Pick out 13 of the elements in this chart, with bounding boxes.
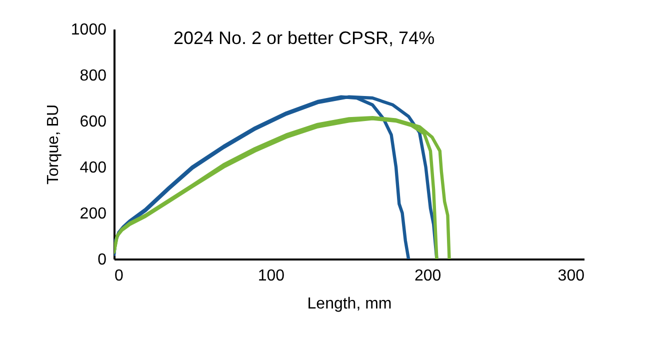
y-axis-title: Torque, BU: [44, 104, 62, 185]
x-axis-title: Length, mm: [307, 296, 392, 312]
y-tick-label: 1000: [70, 22, 107, 38]
y-tick-label: 0: [98, 252, 107, 268]
y-tick-label: 800: [80, 68, 107, 84]
x-tick-label: 100: [258, 268, 285, 284]
y-tick-label: 200: [80, 206, 107, 222]
y-tick-label: 600: [80, 114, 107, 130]
chart-title: 2024 No. 2 or better CPSR, 74%: [173, 28, 435, 48]
x-tick-label: 0: [114, 268, 124, 284]
x-tick-label: 300: [558, 268, 585, 284]
x-tick-label: 200: [414, 268, 442, 284]
y-tick-label: 400: [80, 160, 107, 176]
